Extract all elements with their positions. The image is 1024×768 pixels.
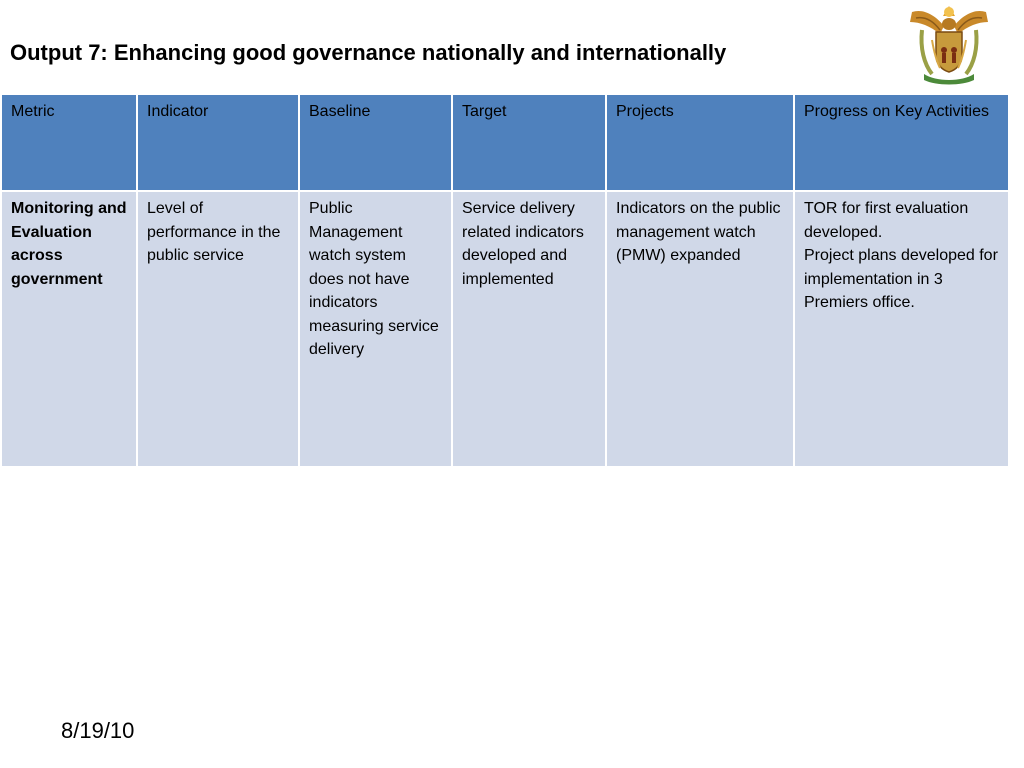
cell-baseline: Public Management watch system does not … — [298, 190, 453, 468]
governance-table: Metric Indicator Baseline Target Project… — [0, 93, 1010, 468]
header-progress: Progress on Key Activities — [793, 93, 1010, 192]
header-target: Target — [451, 93, 607, 192]
cell-projects: Indicators on the public management watc… — [605, 190, 795, 468]
cell-progress: TOR for first evaluation developed. Proj… — [793, 190, 1010, 468]
slide-date: 8/19/10 — [61, 718, 135, 743]
table-header-row: Metric Indicator Baseline Target Project… — [0, 93, 1010, 192]
slide-title: Output 7: Enhancing good governance nati… — [10, 40, 727, 65]
coat-of-arms-icon — [910, 6, 988, 85]
cell-target: Service delivery related indicators deve… — [451, 190, 607, 468]
cell-indicator: Level of performance in the public servi… — [136, 190, 300, 468]
header-indicator: Indicator — [136, 93, 300, 192]
cell-metric: Monitoring and Evaluation across governm… — [0, 190, 138, 468]
table-row: Monitoring and Evaluation across governm… — [0, 190, 1010, 468]
header-baseline: Baseline — [298, 93, 453, 192]
header-metric: Metric — [0, 93, 138, 192]
header-projects: Projects — [605, 93, 795, 192]
